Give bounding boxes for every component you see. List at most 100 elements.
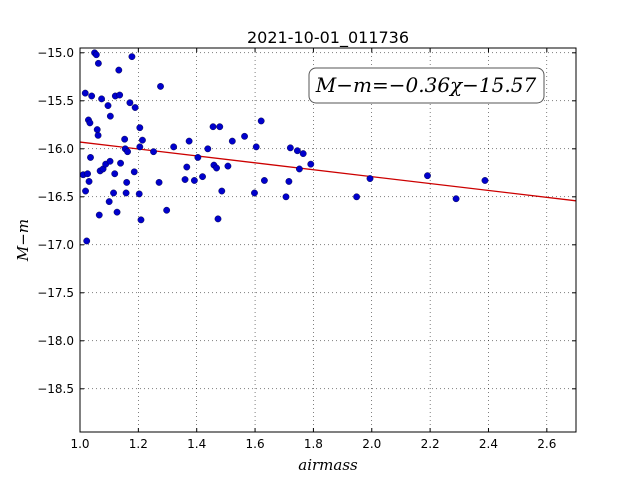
data-point — [128, 53, 136, 61]
y-tick-label: −18.5 — [37, 382, 74, 396]
y-tick-label: −15.5 — [37, 94, 74, 108]
y-tick-label: −17.0 — [37, 238, 74, 252]
annotation-box — [308, 67, 545, 104]
fit-line — [79, 141, 577, 202]
data-point — [81, 89, 89, 97]
data-point — [209, 123, 217, 131]
data-point — [150, 148, 157, 156]
data-point — [82, 187, 89, 195]
data-point — [123, 178, 131, 186]
data-point — [110, 189, 117, 197]
x-tick-label: 2.4 — [479, 437, 498, 451]
data-point — [216, 123, 224, 131]
data-point — [183, 163, 191, 171]
data-point — [117, 159, 124, 167]
y-tick-label: −17.5 — [37, 286, 74, 300]
data-point — [104, 102, 112, 110]
x-axis-label: airmass — [298, 456, 358, 474]
x-tick-label: 1.6 — [246, 437, 265, 451]
data-point — [87, 154, 94, 161]
y-tick-label: −16.5 — [37, 190, 74, 204]
fit-annotation: M−m=−0.36χ−15.57 — [308, 67, 545, 104]
chart-title: 2021-10-01_011736 — [247, 28, 409, 48]
data-point — [366, 175, 374, 182]
data-point — [92, 51, 100, 59]
data-point — [218, 187, 226, 195]
data-point — [95, 211, 103, 219]
data-point — [204, 145, 212, 153]
axis-ticks — [79, 48, 576, 432]
data-point — [286, 144, 294, 152]
grid-lines — [79, 48, 576, 432]
x-tick-label: 2.2 — [421, 437, 440, 451]
x-tick-label: 1.4 — [187, 437, 206, 451]
data-point — [285, 178, 293, 185]
data-point — [224, 162, 232, 170]
data-point — [121, 135, 129, 143]
data-point — [122, 189, 130, 197]
data-point — [252, 143, 260, 151]
data-point — [88, 92, 96, 100]
data-point — [111, 170, 119, 178]
data-point — [251, 189, 258, 197]
data-point — [84, 170, 91, 178]
plot-frame — [79, 47, 577, 433]
data-point — [131, 104, 139, 111]
data-point — [163, 206, 171, 214]
data-point — [106, 112, 114, 120]
data-point — [106, 157, 114, 165]
data-point — [94, 131, 102, 139]
data-point — [136, 143, 144, 151]
data-point — [83, 237, 91, 245]
x-tick-label: 1.8 — [304, 437, 323, 451]
data-point — [126, 99, 134, 107]
data-point — [241, 132, 248, 140]
data-point — [86, 119, 94, 127]
data-point — [124, 148, 131, 156]
data-point — [135, 190, 143, 198]
data-point — [115, 66, 123, 74]
data-point — [137, 216, 145, 224]
data-point — [452, 195, 460, 203]
data-point — [481, 177, 489, 184]
x-tick-label: 1.2 — [129, 437, 148, 451]
data-point — [296, 165, 303, 173]
data-point — [257, 117, 265, 125]
data-point — [98, 95, 105, 103]
data-point — [113, 208, 121, 216]
x-tick-labels: 1.0 1.2 1.4 1.6 1.8 2.0 2.2 2.4 2.6 — [70, 437, 556, 451]
y-tick-label: −16.0 — [37, 142, 74, 156]
data-point — [94, 59, 102, 67]
data-point — [93, 126, 101, 134]
data-point — [105, 198, 113, 206]
data-point — [85, 178, 93, 185]
data-point — [307, 160, 315, 168]
data-point — [136, 124, 144, 132]
data-point — [299, 150, 307, 158]
data-point — [130, 168, 138, 176]
data-point — [353, 193, 360, 201]
data-point — [185, 137, 193, 145]
data-point — [181, 176, 189, 183]
data-point — [199, 173, 206, 181]
x-tick-label: 1.0 — [70, 437, 89, 451]
data-point — [424, 172, 431, 180]
data-point — [213, 164, 220, 172]
data-point — [190, 177, 198, 184]
annotation-text: M−m=−0.36χ−15.57 — [315, 73, 537, 97]
data-point — [155, 178, 163, 186]
data-point — [282, 193, 290, 201]
data-point — [293, 147, 301, 155]
y-tick-labels: −15.0 −15.5 −16.0 −16.5 −17.0 −17.5 −18.0 −18.5 — [37, 46, 74, 396]
fit-line-layer — [79, 141, 577, 202]
y-axis-label: M−m — [14, 219, 32, 262]
data-point — [228, 137, 236, 145]
data-points — [79, 49, 489, 245]
data-point — [157, 83, 164, 90]
x-tick-label: 2.6 — [537, 437, 556, 451]
data-point — [214, 215, 222, 223]
y-tick-label: −15.0 — [37, 46, 74, 60]
data-point — [260, 177, 268, 184]
x-tick-label: 2.0 — [362, 437, 381, 451]
